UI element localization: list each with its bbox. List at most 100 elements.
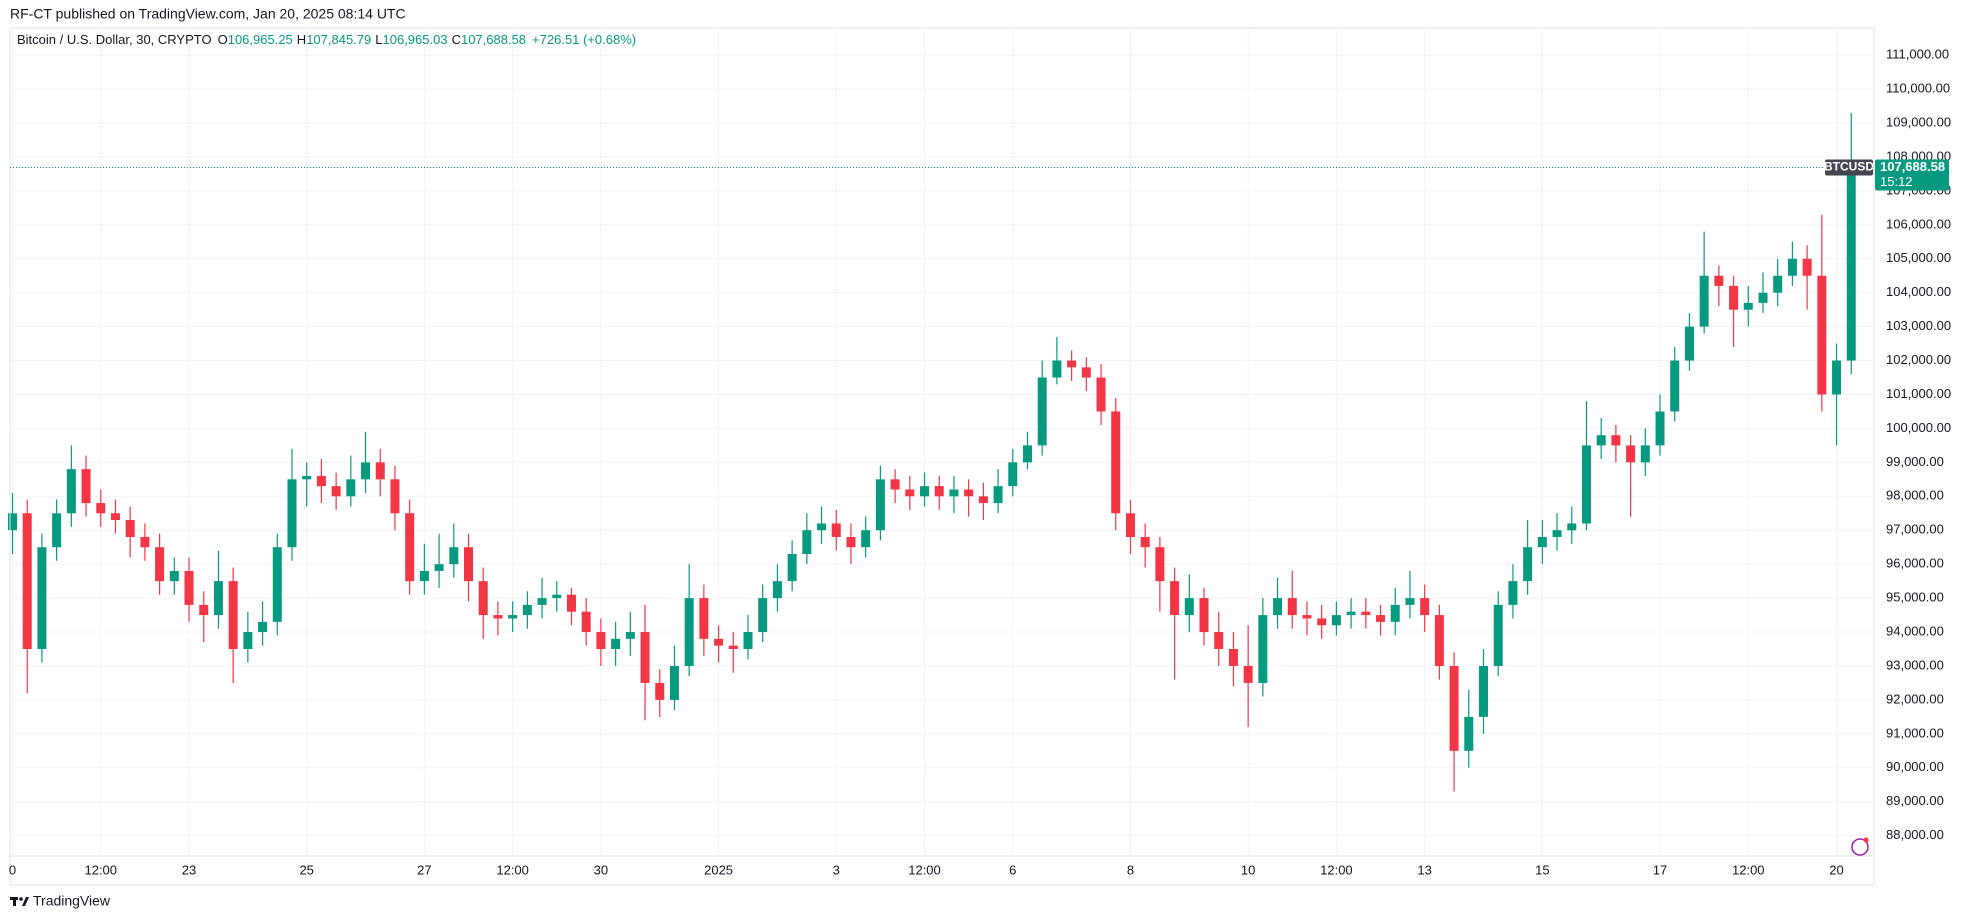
candle-body	[1331, 615, 1341, 626]
price-tag-box	[1875, 159, 1949, 191]
candle-body	[1037, 377, 1047, 446]
candle-body	[464, 547, 474, 582]
y-tick-label: 103,000.00	[1886, 318, 1951, 333]
candle-body	[655, 682, 665, 700]
candle-body	[1376, 615, 1386, 622]
legend-c-label: C	[452, 32, 461, 47]
symbol-tag-box	[1825, 159, 1873, 176]
candle-body	[581, 611, 591, 633]
candle-body	[625, 632, 635, 639]
x-tick-label: 3	[833, 862, 840, 877]
y-tick-label: 104,000.00	[1886, 284, 1951, 299]
candle-body	[1611, 435, 1621, 446]
candle-body	[684, 598, 694, 666]
candle-body	[1773, 275, 1783, 293]
candle-body	[1479, 665, 1488, 717]
candle-body	[37, 547, 47, 649]
candle-body	[920, 486, 930, 497]
candle-body	[52, 513, 62, 548]
candle-body	[375, 462, 385, 480]
candle-body	[1817, 275, 1827, 395]
y-tick-label: 110,000.00	[1886, 81, 1950, 96]
candle-body	[1317, 618, 1327, 626]
countdown-icon	[1851, 837, 1869, 856]
candle-body	[934, 486, 944, 497]
legend: Bitcoin / U.S. Dollar, 30, CRYPTO O106,96…	[17, 32, 636, 47]
candle-body	[875, 479, 885, 531]
candle-body	[566, 594, 576, 612]
candle-body	[1258, 615, 1268, 683]
price-tag-value: 107,688.58	[1880, 159, 1945, 174]
y-tick-label: 101,000.00	[1886, 386, 1951, 401]
candle-body	[1125, 513, 1135, 538]
candle-body	[96, 503, 106, 514]
candle-body	[287, 479, 297, 548]
y-tick-label: 105,000.00	[1886, 250, 1951, 265]
candle-body	[1405, 598, 1415, 605]
y-tick-label: 95,000.00	[1886, 590, 1944, 605]
candle-body	[1743, 302, 1753, 310]
x-tick-label: 12:00	[1732, 862, 1765, 877]
x-tick-label: 15	[1535, 862, 1549, 877]
candle-body	[640, 632, 650, 683]
legend-h-value: 107,845.79	[306, 32, 371, 47]
candle-body	[1302, 615, 1312, 619]
candle-body	[522, 604, 532, 616]
candle-body	[1022, 445, 1032, 463]
y-tick-label: 98,000.00	[1886, 488, 1944, 503]
legend-l-label: L	[375, 32, 382, 47]
candle-body	[817, 523, 827, 531]
candle-body	[831, 523, 841, 538]
candle-body	[1758, 292, 1768, 303]
candle-body	[1361, 611, 1371, 616]
y-tick-label: 100,000.00	[1886, 420, 1951, 435]
candle-body	[802, 530, 812, 554]
candle-body	[434, 564, 444, 571]
x-tick-label: 17	[1653, 862, 1667, 877]
candle-body	[1508, 581, 1518, 605]
candle-body	[1228, 649, 1238, 666]
y-tick-label: 94,000.00	[1886, 623, 1944, 638]
x-tick-label: 20	[1829, 862, 1843, 877]
candle-body	[125, 520, 135, 538]
x-tick-label: 6	[1009, 862, 1016, 877]
candle-body	[213, 581, 223, 616]
candle-body	[964, 489, 974, 497]
candle-body	[699, 598, 709, 639]
legend-o-value: 106,965.25	[228, 32, 293, 47]
candle-body	[861, 530, 871, 548]
candle-body	[140, 537, 150, 548]
candle-body	[1552, 530, 1562, 538]
candle-body	[1655, 411, 1665, 446]
x-tick-label: 23	[182, 862, 196, 877]
legend-change: +726.51 (+0.68%)	[532, 32, 636, 47]
header-title: RF-CT published on TradingView.com, Jan …	[10, 6, 406, 22]
candle-body	[1346, 611, 1356, 616]
candle-body	[361, 462, 371, 480]
candle-body	[243, 632, 253, 649]
candle-body	[1581, 445, 1591, 524]
candle-body	[949, 489, 959, 497]
candle-body	[1640, 445, 1650, 463]
candle-body	[1596, 435, 1606, 446]
candle-body	[1802, 258, 1812, 276]
candle-body	[1567, 523, 1577, 531]
y-tick-label: 109,000.00	[1886, 114, 1951, 129]
candle-body	[1096, 377, 1106, 412]
candle-body	[1493, 604, 1503, 666]
candle-body	[1626, 445, 1636, 463]
y-tick-label: 96,000.00	[1886, 556, 1944, 571]
y-tick-label: 99,000.00	[1886, 454, 1944, 469]
candle-body	[1670, 360, 1680, 412]
y-tick-label: 92,000.00	[1886, 691, 1944, 706]
y-tick-label: 89,000.00	[1886, 793, 1944, 808]
price-tag-countdown: 15:12	[1880, 174, 1913, 189]
candle-body	[331, 486, 341, 497]
x-tick-label: 25	[299, 862, 313, 877]
brand-name: TradingView	[33, 893, 111, 909]
candle-body	[419, 570, 429, 582]
candle-body	[552, 594, 562, 599]
